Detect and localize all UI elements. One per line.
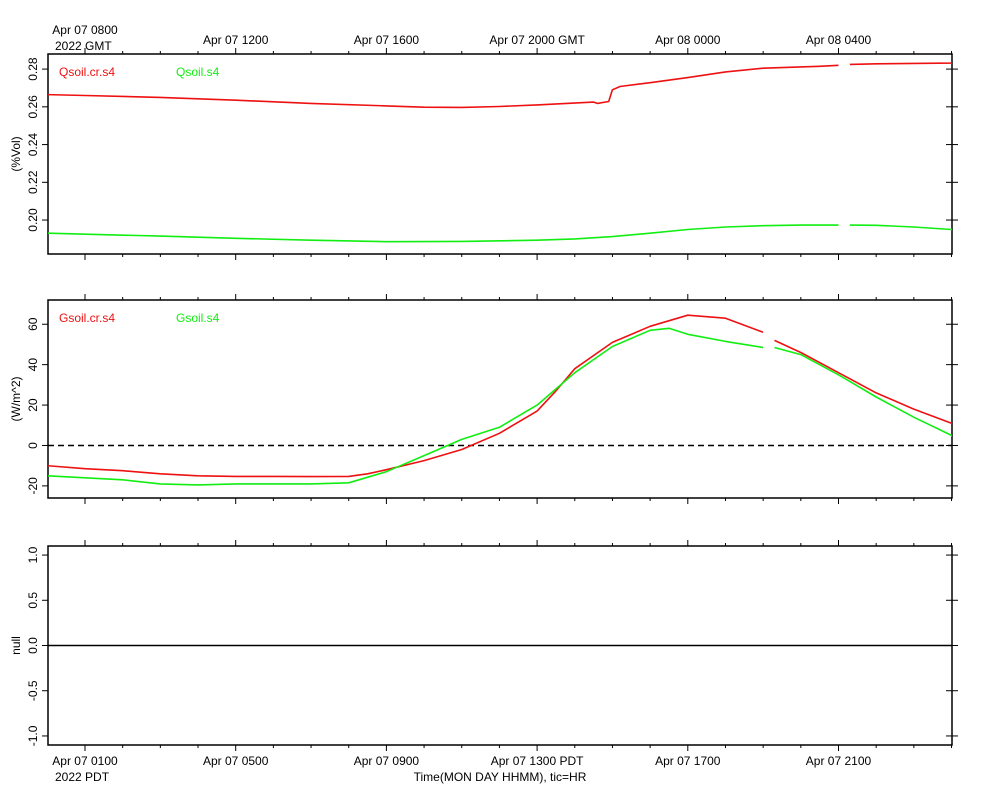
y-tick-label: 20 (26, 398, 40, 412)
top-axis-year-label: 2022 GMT (55, 39, 112, 53)
y-tick-label: -20 (26, 477, 40, 495)
top-axis-label: Apr 07 2000 GMT (489, 33, 585, 47)
y-tick-label: 0.0 (26, 637, 40, 654)
y-axis-label: (W/m^2) (9, 377, 23, 422)
y-axis-label: (%Vol) (9, 136, 23, 171)
series-line-Gsoil-s4 (48, 327, 764, 486)
y-tick-label: 0 (26, 442, 40, 449)
legend-Gsoil-cr-s4: Gsoil.cr.s4 (59, 311, 115, 325)
top-axis-label: Apr 07 0800 (52, 23, 118, 37)
panel-frame (47, 299, 953, 499)
y-tick-label: 60 (26, 317, 40, 331)
series-line-Qsoil-cr-s4 (849, 62, 952, 66)
x-axis-title: Time(MON DAY HHMM), tic=HR (414, 770, 587, 784)
series-group (48, 62, 952, 243)
y-tick-label: 0.28 (26, 57, 40, 81)
series-line-Qsoil-cr-s4 (48, 64, 839, 109)
bottom-axis-label: Apr 07 0100 (52, 754, 118, 768)
series-line-Gsoil-s4 (774, 346, 952, 437)
series-line-Gsoil-cr-s4 (774, 339, 952, 425)
legend-Gsoil-s4: Gsoil.s4 (176, 311, 220, 325)
bottom-axis-label: Apr 07 2100 (806, 754, 872, 768)
panel-frame (47, 53, 953, 255)
y-tick-label: 0.24 (26, 133, 40, 157)
bottom-axis-label: Apr 07 1700 (655, 754, 721, 768)
y-tick-label: 40 (26, 358, 40, 372)
series-line-Qsoil-s4 (849, 224, 952, 231)
legend-Qsoil-s4: Qsoil.s4 (176, 65, 220, 79)
y-tick-label: 0.22 (26, 170, 40, 194)
bottom-axis-label: Apr 07 1300 PDT (491, 754, 584, 768)
panel-soil-moisture: 0.20 0.22 0.24 0.26 0.28 (%Vol) Qsoil.cr.s4 Qso… (9, 48, 958, 260)
y-tick-label: -1.0 (26, 725, 40, 746)
y-axis-label: null (9, 636, 23, 655)
series-line-Qsoil-s4 (48, 224, 839, 243)
legend-Qsoil-cr-s4: Qsoil.cr.s4 (59, 65, 115, 79)
panel-null: -1.0 -0.5 0.0 0.5 1.0 null (9, 540, 958, 751)
y-tick-label: -0.5 (26, 680, 40, 701)
y-tick-label: 1.0 (26, 546, 40, 563)
y-tick-label: 0.26 (26, 95, 40, 119)
bottom-axis-label: Apr 07 0900 (354, 754, 420, 768)
panel-ground-heat-flux: -20 0 20 40 60 (W/m^2) Gsoil.cr.s4 Gsoil.s4 (9, 294, 958, 504)
y-tick-label: 0.5 (26, 592, 40, 609)
bottom-axis-year-label: 2022 PDT (55, 770, 110, 784)
series-group (48, 314, 952, 486)
y-tick-label: 0.20 (26, 208, 40, 232)
bottom-axis-label: Apr 07 0500 (203, 754, 269, 768)
top-axis-label: Apr 08 0000 (655, 33, 721, 47)
top-axis-label: Apr 07 1600 (354, 33, 420, 47)
series-line-Gsoil-cr-s4 (48, 314, 764, 478)
top-axis-label: Apr 07 1200 (203, 33, 269, 47)
top-axis-label: Apr 08 0400 (806, 33, 872, 47)
